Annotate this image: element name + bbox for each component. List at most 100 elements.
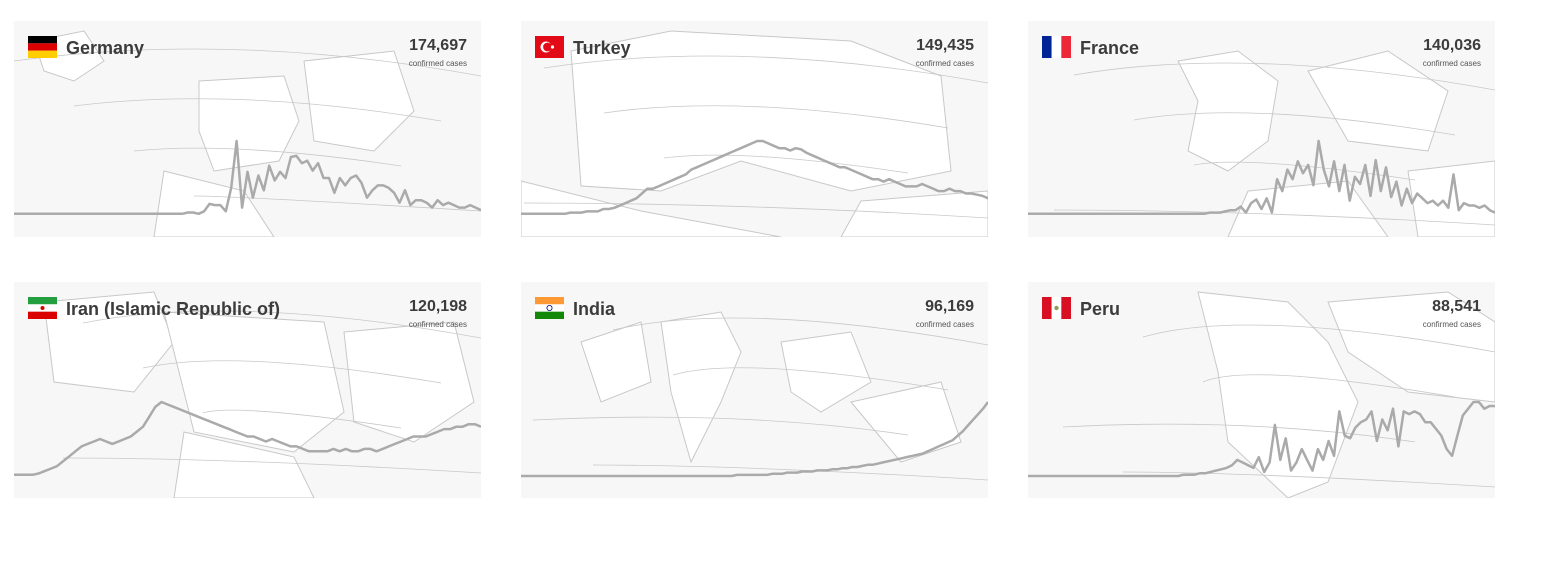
map-border-line bbox=[672, 367, 949, 391]
map-border-line bbox=[663, 154, 909, 174]
map-border-line bbox=[193, 195, 481, 212]
map-region bbox=[850, 381, 962, 463]
country-name: Turkey bbox=[573, 38, 631, 58]
map-region bbox=[173, 431, 315, 498]
emblem bbox=[40, 306, 45, 310]
sparkline-path bbox=[521, 139, 988, 216]
crescent-inner bbox=[543, 42, 552, 52]
flag-stripe bbox=[1042, 297, 1052, 319]
country-name: Iran (Islamic Republic of) bbox=[66, 299, 281, 319]
country-name: Germany bbox=[66, 38, 145, 58]
map-background bbox=[1053, 50, 1495, 237]
map-region bbox=[303, 50, 415, 152]
star bbox=[550, 45, 555, 49]
map-region bbox=[660, 311, 742, 464]
map-region bbox=[1307, 50, 1449, 152]
confirmed-count: 174,697 bbox=[409, 37, 467, 54]
flag-stripe bbox=[1061, 36, 1071, 58]
confirmed-label: confirmed cases bbox=[1422, 59, 1481, 68]
trend-sparkline bbox=[521, 401, 988, 478]
country-card-france[interactable]: France 140,036 confirmed cases bbox=[1028, 21, 1495, 237]
map-border-line bbox=[532, 416, 909, 436]
map-border-line bbox=[73, 98, 442, 122]
map-region bbox=[1407, 160, 1495, 237]
country-card-india[interactable]: India 96,169 confirmed cases bbox=[521, 282, 988, 498]
country-card-iran[interactable]: Iran (Islamic Republic of) 120,198 confi… bbox=[14, 282, 481, 498]
confirmed-label: confirmed cases bbox=[915, 59, 974, 68]
flag-stripe bbox=[1042, 36, 1052, 58]
chakra-wheel bbox=[546, 304, 553, 311]
country-name: Peru bbox=[1080, 299, 1121, 319]
map-border-line bbox=[142, 360, 442, 384]
country-card-germany[interactable]: Germany 174,697 confirmed cases bbox=[14, 21, 481, 237]
country-card-peru[interactable]: Peru 88,541 confirmed cases bbox=[1028, 282, 1495, 498]
map-region bbox=[580, 321, 652, 403]
map-border-line bbox=[202, 409, 402, 429]
map-region bbox=[43, 291, 175, 393]
map-region bbox=[198, 75, 300, 172]
map-border-line bbox=[14, 48, 481, 77]
flag-stripe bbox=[535, 297, 564, 305]
map-background bbox=[43, 291, 481, 498]
map-background bbox=[1062, 291, 1495, 498]
iran-flag-icon bbox=[28, 297, 57, 319]
map-background bbox=[532, 311, 988, 481]
map-border-line bbox=[1193, 161, 1416, 181]
confirmed-count: 140,036 bbox=[1423, 37, 1481, 54]
map-border-line bbox=[1073, 62, 1495, 91]
map-background bbox=[521, 30, 988, 237]
sparkline-path bbox=[14, 139, 481, 216]
flag-stripe bbox=[535, 304, 564, 312]
trend-sparkline bbox=[14, 400, 481, 477]
flag-stripe bbox=[1061, 297, 1071, 319]
map-border-line bbox=[523, 202, 988, 219]
map-border-line bbox=[612, 317, 988, 346]
confirmed-count: 149,435 bbox=[916, 37, 974, 54]
sparkline-path bbox=[1028, 139, 1495, 216]
confirmed-label: confirmed cases bbox=[1422, 320, 1481, 329]
country-name: France bbox=[1080, 38, 1140, 58]
coat-of-arms bbox=[1054, 305, 1059, 311]
map-border-line bbox=[1062, 423, 1416, 443]
flag-stripe bbox=[28, 311, 57, 319]
map-border-line bbox=[1122, 471, 1495, 488]
map-border-line bbox=[1053, 209, 1495, 226]
map-border-line bbox=[133, 147, 402, 167]
flag-stripe bbox=[28, 36, 57, 44]
india-flag-icon bbox=[535, 297, 564, 319]
confirmed-count: 120,198 bbox=[409, 298, 467, 315]
confirmed-count: 96,169 bbox=[925, 298, 974, 315]
map-border-line bbox=[543, 55, 988, 84]
map-region bbox=[570, 30, 952, 192]
germany-flag-icon bbox=[28, 36, 57, 58]
sparkline-path bbox=[1028, 400, 1495, 478]
map-region bbox=[780, 331, 872, 413]
map-border-line bbox=[603, 105, 949, 129]
confirmed-count: 88,541 bbox=[1432, 298, 1481, 315]
map-border-line bbox=[82, 310, 481, 339]
country-card-turkey[interactable]: Turkey 149,435 confirmed cases bbox=[521, 21, 988, 237]
map-border-line bbox=[1142, 324, 1495, 353]
map-region bbox=[1197, 291, 1359, 498]
sparkline-path bbox=[14, 400, 481, 477]
country-name: India bbox=[573, 299, 616, 319]
france-flag-icon bbox=[1042, 36, 1071, 58]
flag-stripe bbox=[28, 43, 57, 51]
peru-flag-icon bbox=[1042, 297, 1071, 319]
flag-stripe bbox=[28, 297, 57, 305]
trend-sparkline bbox=[521, 139, 988, 216]
sparkline-path bbox=[521, 401, 988, 478]
flag-stripe bbox=[1051, 36, 1062, 58]
trend-sparkline bbox=[1028, 400, 1495, 478]
turkey-flag-icon bbox=[535, 36, 564, 58]
confirmed-label: confirmed cases bbox=[915, 320, 974, 329]
map-border-line bbox=[1202, 374, 1456, 398]
trend-sparkline bbox=[1028, 139, 1495, 216]
confirmed-label: confirmed cases bbox=[408, 59, 467, 68]
map-region bbox=[1177, 50, 1279, 172]
map-border-line bbox=[62, 457, 481, 474]
trend-sparkline bbox=[14, 139, 481, 216]
flag-stripe bbox=[28, 50, 57, 58]
map-region bbox=[521, 180, 782, 237]
map-region bbox=[1327, 291, 1495, 403]
